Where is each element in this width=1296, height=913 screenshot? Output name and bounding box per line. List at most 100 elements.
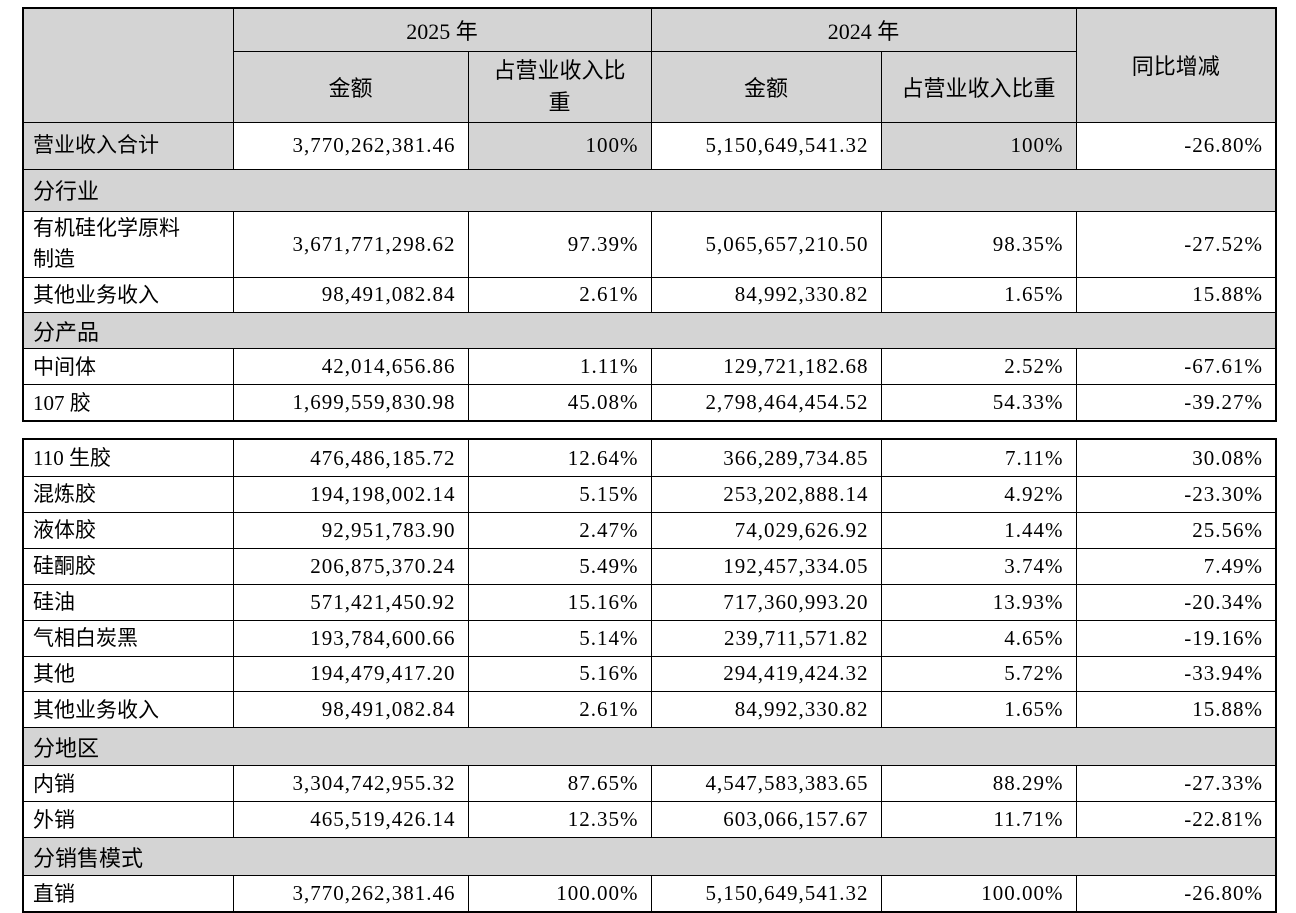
header-row-metrics: 金额 占营业收入比重 金额 占营业收入比重 bbox=[23, 50, 1276, 123]
yoy-cell: 25.56% bbox=[1075, 511, 1277, 549]
row-label: 直销 bbox=[33, 881, 75, 906]
pct-2025-cell: 12.64% bbox=[467, 438, 652, 477]
row-label-cell: 外销 bbox=[22, 801, 234, 839]
revenue-breakdown-report: 2025 年 2024 年 同比增减 金额 占营业收入比重 金额 占营业收入比重… bbox=[22, 7, 1278, 913]
row-label-cell: 107 胶 bbox=[22, 384, 234, 422]
table-row-direct-sales: 直销 3,770,262,381.46 100.00% 5,150,649,54… bbox=[22, 875, 1277, 913]
header-pct-2024: 占营业收入比重 bbox=[880, 50, 1077, 123]
amount-2024-cell: 294,419,424.32 bbox=[650, 655, 882, 693]
table-row-organosilicon: 有机硅化学原料制造 3,671,771,298.62 97.39% 5,065,… bbox=[22, 210, 1277, 278]
table-row-total-revenue: 营业收入合计 3,770,262,381.46 100% 5,150,649,5… bbox=[22, 121, 1277, 170]
amount-2025-cell: 98,491,082.84 bbox=[232, 691, 469, 729]
amount-2024-cell: 5,150,649,541.32 bbox=[650, 121, 882, 170]
yoy-cell: -33.94% bbox=[1075, 655, 1277, 693]
amount-2024-cell: 129,721,182.68 bbox=[650, 348, 882, 386]
row-label: 混炼胶 bbox=[33, 482, 96, 507]
row-label-cell: 混炼胶 bbox=[22, 475, 234, 513]
yoy-cell: 15.88% bbox=[1075, 691, 1277, 729]
row-label: 营业收入合计 bbox=[33, 133, 159, 158]
pct-2025-cell: 2.61% bbox=[467, 691, 652, 729]
amount-2024-cell: 603,066,157.67 bbox=[650, 801, 882, 839]
revenue-table-upper: 2025 年 2024 年 同比增减 金额 占营业收入比重 金额 占营业收入比重… bbox=[22, 7, 1278, 423]
pct-2025-cell: 100% bbox=[467, 121, 652, 170]
pct-2025-cell: 2.47% bbox=[467, 511, 652, 549]
section-row-by-sales-model: 分销售模式 bbox=[22, 837, 1277, 877]
pct-2024-cell: 4.65% bbox=[880, 619, 1077, 657]
header-year-2024: 2024 年 bbox=[650, 7, 1077, 52]
amount-2024-cell: 74,029,626.92 bbox=[650, 511, 882, 549]
row-label-cell: 中间体 bbox=[22, 348, 234, 386]
table-row-107-glue: 107 胶 1,699,559,830.98 45.08% 2,798,464,… bbox=[22, 384, 1277, 422]
header-pct-2025: 占营业收入比重 bbox=[467, 50, 652, 123]
header-row-years: 2025 年 2024 年 同比增减 bbox=[22, 7, 1277, 123]
amount-2025-cell: 3,304,742,955.32 bbox=[232, 765, 469, 803]
pct-2024-cell: 100.00% bbox=[880, 875, 1077, 913]
yoy-cell: -22.81% bbox=[1075, 801, 1277, 839]
corner-empty-cell bbox=[22, 7, 234, 123]
table-row-110-raw-rubber: 110 生胶 476,486,185.72 12.64% 366,289,734… bbox=[22, 438, 1277, 477]
amount-2025-cell: 92,951,783.90 bbox=[232, 511, 469, 549]
pct-2025-cell: 87.65% bbox=[467, 765, 652, 803]
pct-2025-cell: 5.16% bbox=[467, 655, 652, 693]
amount-2024-cell: 717,360,993.20 bbox=[650, 583, 882, 621]
yoy-cell: -27.52% bbox=[1075, 210, 1277, 278]
pct-2024-cell: 2.52% bbox=[880, 348, 1077, 386]
yoy-cell: -27.33% bbox=[1075, 765, 1277, 803]
row-label-cell: 其他业务收入 bbox=[22, 276, 234, 314]
row-label: 中间体 bbox=[33, 354, 96, 379]
section-row-by-region: 分地区 bbox=[22, 727, 1277, 767]
amount-2025-cell: 194,479,417.20 bbox=[232, 655, 469, 693]
amount-2024-cell: 366,289,734.85 bbox=[650, 438, 882, 477]
row-label-cell: 气相白炭黑 bbox=[22, 619, 234, 657]
pct-2025-cell: 45.08% bbox=[467, 384, 652, 422]
row-label-cell: 有机硅化学原料制造 bbox=[22, 210, 234, 278]
amount-2024-cell: 5,150,649,541.32 bbox=[650, 875, 882, 913]
amount-2025-cell: 1,699,559,830.98 bbox=[232, 384, 469, 422]
table-row-domestic-sales: 内销 3,304,742,955.32 87.65% 4,547,583,383… bbox=[22, 765, 1277, 803]
yoy-cell: -26.80% bbox=[1075, 875, 1277, 913]
pct-2025-cell: 5.14% bbox=[467, 619, 652, 657]
row-label-cell: 液体胶 bbox=[22, 511, 234, 549]
row-label: 有机硅化学原料制造 bbox=[33, 215, 180, 272]
yoy-cell: -39.27% bbox=[1075, 384, 1277, 422]
pct-2025-cell: 1.11% bbox=[467, 348, 652, 386]
row-label: 内销 bbox=[33, 771, 75, 796]
amount-2025-cell: 571,421,450.92 bbox=[232, 583, 469, 621]
table-row-others: 其他 194,479,417.20 5.16% 294,419,424.32 5… bbox=[22, 655, 1277, 693]
amount-2024-cell: 2,798,464,454.52 bbox=[650, 384, 882, 422]
table-row-intermediates: 中间体 42,014,656.86 1.11% 129,721,182.68 2… bbox=[22, 348, 1277, 386]
row-label: 硅酮胶 bbox=[33, 554, 96, 579]
table-row-silicone-sealant: 硅酮胶 206,875,370.24 5.49% 192,457,334.05 … bbox=[22, 547, 1277, 585]
row-label: 硅油 bbox=[33, 590, 75, 615]
amount-2025-cell: 206,875,370.24 bbox=[232, 547, 469, 585]
pct-2024-cell: 100% bbox=[880, 121, 1077, 170]
amount-2025-cell: 3,671,771,298.62 bbox=[232, 210, 469, 278]
pct-2024-cell: 3.74% bbox=[880, 547, 1077, 585]
header-amount-2024: 金额 bbox=[650, 50, 882, 123]
pct-2024-cell: 1.65% bbox=[880, 276, 1077, 314]
table-row-liquid-rubber: 液体胶 92,951,783.90 2.47% 74,029,626.92 1.… bbox=[22, 511, 1277, 549]
row-label: 气相白炭黑 bbox=[33, 626, 138, 650]
amount-2025-cell: 3,770,262,381.46 bbox=[232, 875, 469, 913]
amount-2025-cell: 194,198,002.14 bbox=[232, 475, 469, 513]
table-row-export-sales: 外销 465,519,426.14 12.35% 603,066,157.67 … bbox=[22, 801, 1277, 839]
table-row-other-income: 其他业务收入 98,491,082.84 2.61% 84,992,330.82… bbox=[22, 691, 1277, 729]
section-row-by-industry: 分行业 bbox=[22, 168, 1277, 212]
section-row-by-product: 分产品 bbox=[22, 312, 1277, 350]
amount-2025-cell: 42,014,656.86 bbox=[232, 348, 469, 386]
pct-2024-cell: 7.11% bbox=[880, 438, 1077, 477]
section-label: 分销售模式 bbox=[22, 837, 1277, 877]
header-yoy-change: 同比增减 bbox=[1075, 7, 1277, 123]
header-pct-2025-label: 占营业收入比重 bbox=[493, 57, 626, 115]
row-label-cell: 硅酮胶 bbox=[22, 547, 234, 585]
yoy-cell: -23.30% bbox=[1075, 475, 1277, 513]
amount-2024-cell: 4,547,583,383.65 bbox=[650, 765, 882, 803]
row-label-cell: 其他 bbox=[22, 655, 234, 693]
row-label: 其他业务收入 bbox=[33, 697, 159, 722]
amount-2025-cell: 476,486,185.72 bbox=[232, 438, 469, 477]
amount-2024-cell: 192,457,334.05 bbox=[650, 547, 882, 585]
pct-2025-cell: 12.35% bbox=[467, 801, 652, 839]
table-row-fumed-silica: 气相白炭黑 193,784,600.66 5.14% 239,711,571.8… bbox=[22, 619, 1277, 657]
yoy-cell: -67.61% bbox=[1075, 348, 1277, 386]
row-label: 107 胶 bbox=[33, 390, 91, 415]
